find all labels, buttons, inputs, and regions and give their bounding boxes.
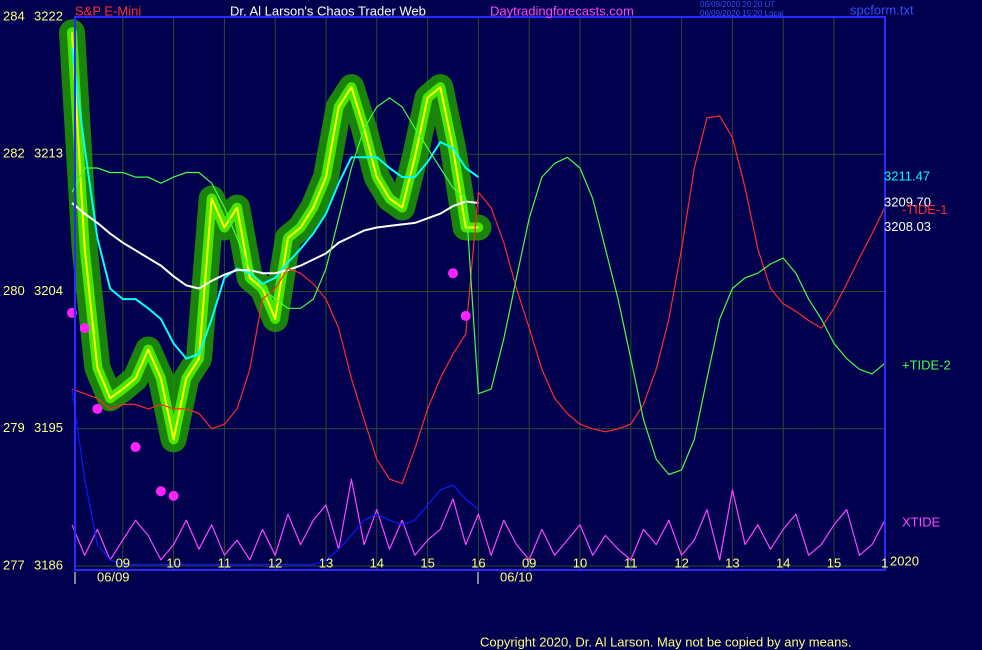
y-tick-label: 3186 <box>34 557 63 572</box>
y-tick-label: 3213 <box>34 146 63 161</box>
y2-tick-label: 282 <box>3 146 25 161</box>
marker-dot <box>130 442 141 453</box>
x-tick-label: 10 <box>573 555 587 570</box>
marker-dot <box>155 486 166 497</box>
x-tick-label: 12 <box>268 555 282 570</box>
x-tick-label: 16 <box>471 555 485 570</box>
x-tick-label: 15 <box>827 555 841 570</box>
x-tick-label: 09 <box>116 555 130 570</box>
legend-label: +TIDE-2 <box>902 358 951 373</box>
x-tick-label: 13 <box>319 555 333 570</box>
timestamp: 06/09/2020 15:20 Local <box>700 9 784 18</box>
date-label: 06/09 <box>97 569 130 584</box>
y-tick-label: 3222 <box>34 8 63 23</box>
chart-title: Dr. Al Larson's Chaos Trader Web <box>230 3 426 18</box>
series-line <box>71 47 479 360</box>
end-value-label: 3211.47 <box>884 169 930 184</box>
year-label: 2020 <box>890 553 919 568</box>
series-line <box>71 200 479 290</box>
timestamp: 06/09/2020 20:20 UT <box>700 0 775 9</box>
y2-tick-label: 284 <box>3 8 25 23</box>
plot-border <box>74 16 886 571</box>
x-tick-label: 12 <box>674 555 688 570</box>
series-line <box>71 478 886 561</box>
site: Daytradingforecasts.com <box>490 3 634 18</box>
x-tick-label: 11 <box>624 555 638 570</box>
y2-tick-label: 277 <box>3 557 25 572</box>
series-line <box>71 97 886 476</box>
series-line <box>71 32 479 441</box>
marker-dot <box>448 268 458 279</box>
marker-dot <box>92 403 103 414</box>
series-line <box>71 389 479 566</box>
y-tick-label: 3195 <box>34 420 63 435</box>
file-name: spcform.txt <box>850 2 914 17</box>
x-tick-label: 09 <box>522 555 536 570</box>
marker-dot <box>168 490 179 501</box>
end-value-label: 3209.70 <box>884 194 931 209</box>
series-line <box>71 115 886 485</box>
x-tick-label: 14 <box>776 555 790 570</box>
x-tick-label: 13 <box>725 555 739 570</box>
marker-dot <box>460 310 471 321</box>
instrument: S&P E-Mini <box>75 3 141 18</box>
legend-label: -TIDE-1 <box>902 202 948 217</box>
x-tick-label: 1 <box>881 555 888 570</box>
x-tick-label: 15 <box>420 555 434 570</box>
marker-dot <box>79 323 90 334</box>
legend-label: XTIDE <box>902 515 941 530</box>
plot-area <box>59 19 886 566</box>
date-label: 06/10 <box>500 569 533 584</box>
end-value-label: 3208.03 <box>884 219 931 234</box>
y2-tick-label: 279 <box>3 420 25 435</box>
y-tick-label: 3204 <box>34 283 63 298</box>
x-tick-label: 11 <box>218 555 232 570</box>
x-tick-label: 10 <box>166 555 180 570</box>
y2-tick-label: 280 <box>3 283 25 298</box>
x-tick-label: 14 <box>370 555 384 570</box>
copyright: Copyright 2020, Dr. Al Larson. May not b… <box>480 634 851 649</box>
